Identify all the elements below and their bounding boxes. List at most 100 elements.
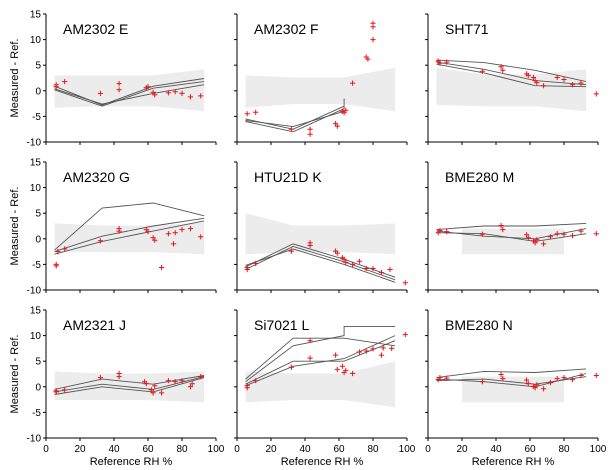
data-point [143,381,149,387]
panel-title: HTU21D K [254,169,322,185]
x-tick-label: 40 [108,444,120,455]
hysteresis-line [245,337,396,380]
panel-title: AM2302 F [254,21,319,37]
data-point [356,258,362,264]
y-tick-label: -5 [32,408,41,419]
data-point [350,370,356,377]
x-tick-label: 100 [399,444,416,455]
data-point [578,372,584,379]
data-point [387,266,393,273]
data-point [569,233,576,239]
panel-title: BME280 M [445,169,514,185]
data-point [561,375,567,381]
hysteresis-line [54,220,205,255]
data-point [179,90,185,96]
data-point [343,367,349,373]
data-point [378,270,385,276]
data-point [350,80,356,86]
x-tick-label: 60 [142,444,154,455]
hysteresis-line [245,325,396,383]
data-point [534,80,540,86]
data-point [116,374,122,380]
data-point [534,237,540,243]
y-tick-label: -10 [27,286,42,297]
tolerance-band [436,67,587,112]
data-point [307,131,313,137]
data-point [541,241,547,247]
data-point [356,349,362,355]
tolerance-band [462,376,564,403]
data-point [593,372,599,379]
x-axis-label: Reference RH % [472,456,555,468]
tolerance-band [245,213,396,255]
data-point [525,235,531,241]
y-tick-label: -5 [32,260,41,271]
data-point [378,352,385,358]
data-point [339,363,345,369]
panel-title: SHT71 [445,21,489,37]
y-axis-label: Measured - Ref. [9,39,21,118]
data-point [307,355,313,361]
data-point [541,83,547,89]
x-axis-label: Reference RH % [90,456,173,468]
panel: AM2302 F [234,13,408,145]
panel-title: AM2302 E [63,21,128,37]
data-point [307,126,313,132]
x-tick-label: 20 [265,444,277,455]
hysteresis-line [54,376,205,393]
data-point [541,386,547,392]
data-point [500,376,506,382]
data-point [578,80,584,86]
data-point [152,383,158,389]
data-point [165,231,171,237]
panel: SHT71 [425,13,599,145]
data-point [554,231,560,237]
data-point [198,374,204,380]
x-tick-label: 80 [367,444,379,455]
data-point [530,74,536,81]
data-point [62,387,68,393]
data-point [116,87,122,93]
data-point [402,332,408,338]
tolerance-band [54,222,205,255]
hysteresis-line [54,81,205,107]
hysteresis-line [436,222,587,231]
data-point [569,82,576,88]
data-point [350,261,356,267]
y-tick-label: 15 [30,158,42,169]
data-point [187,94,194,100]
data-point [187,226,194,232]
tolerance-band [245,361,396,408]
data-point [159,390,165,396]
y-axis-label: Measured - Ref. [9,187,21,266]
data-point [172,230,178,236]
y-tick-label: 10 [30,35,42,46]
y-tick-label: 5 [35,61,41,72]
data-point [116,81,122,87]
data-point [288,126,294,132]
data-point [244,383,250,389]
y-tick-label: 15 [30,10,42,21]
hysteresis-line [54,202,205,251]
data-point [198,234,204,240]
data-point [334,366,340,372]
data-point [561,231,567,237]
data-point [145,229,151,235]
data-point [498,64,504,70]
y-tick-label: 10 [30,331,42,342]
data-point [593,231,599,237]
y-tick-label: -10 [27,138,42,149]
data-point [444,229,450,235]
data-point [53,263,59,269]
data-point [524,232,530,238]
data-point [152,92,158,98]
data-point [525,381,531,387]
data-point [380,345,386,351]
y-tick-label: 0 [35,86,41,97]
panel-title: BME280 N [445,317,513,333]
panel: -10 -5 0 5 10 15 AM2302 E Measured - Ref. [9,10,217,149]
data-point [198,93,204,99]
hysteresis-line [54,375,205,390]
data-point [253,378,259,384]
